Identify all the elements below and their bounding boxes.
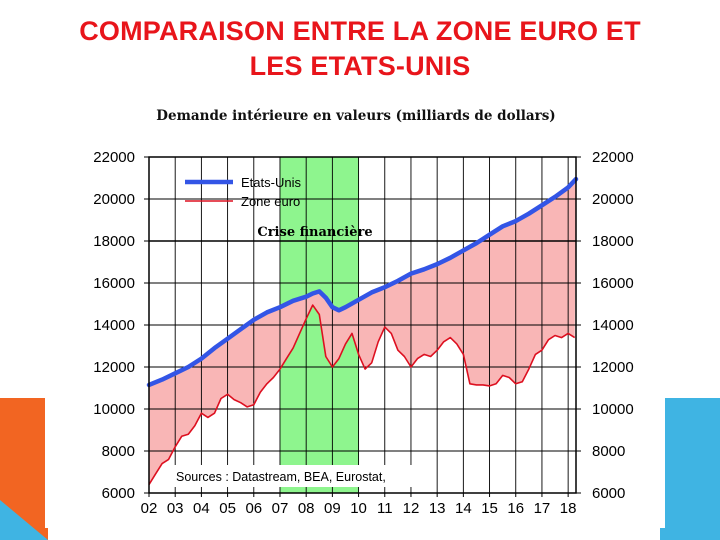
crisis-label: Crise financière <box>257 225 372 240</box>
blue-accent-bar <box>660 398 720 540</box>
x-tick-label: 05 <box>219 500 236 517</box>
x-tick-label: 14 <box>455 500 472 517</box>
gap-fill-area <box>149 179 576 485</box>
x-tick-label: 10 <box>350 500 367 517</box>
y-tick-label-right: 20000 <box>592 191 634 208</box>
chart: Demande intérieure en valeurs (milliards… <box>93 108 633 517</box>
y-tick-label-right: 6000 <box>592 485 625 502</box>
y-tick-label-left: 18000 <box>93 233 135 250</box>
x-tick-label: 11 <box>377 500 393 517</box>
slide-title-line-1: COMPARAISON ENTRE LA ZONE EURO ET <box>79 16 641 46</box>
plot-frame <box>148 156 577 494</box>
legend: Etats-Unis Zone euro <box>185 175 301 209</box>
y-tick-label-left: 22000 <box>93 149 135 166</box>
legend-label-etats-unis: Etats-Unis <box>241 175 301 190</box>
x-tick-label: 04 <box>193 500 210 517</box>
slide-title: COMPARAISON ENTRE LA ZONE EURO ET LES ET… <box>60 14 660 84</box>
x-tick-label: 07 <box>272 500 289 517</box>
y-tick-label-left: 16000 <box>93 275 135 292</box>
y-tick-label-right: 8000 <box>592 443 625 460</box>
series-line-zone-euro <box>148 304 576 486</box>
x-tick-label: 02 <box>141 500 158 517</box>
x-tick-label: 13 <box>429 500 446 517</box>
y-tick-label-right: 16000 <box>592 275 634 292</box>
x-tick-label: 15 <box>481 500 498 517</box>
y-tick-label-right: 10000 <box>592 401 634 418</box>
source-note: Sources : Datastream, BEA, Eurostat, <box>176 470 386 484</box>
chart-title: Demande intérieure en valeurs (milliards… <box>156 108 555 124</box>
x-tick-label: 17 <box>534 500 551 517</box>
y-tick-label-left: 12000 <box>93 359 135 376</box>
series-line-etats-unis <box>146 176 579 388</box>
chart-panel: Demande intérieure en valeurs (milliards… <box>45 98 665 528</box>
y-tick-label-left: 10000 <box>93 401 135 418</box>
x-tick-label: 18 <box>560 500 577 517</box>
grid <box>149 157 576 493</box>
slide-title-line-2: LES ETATS-UNIS <box>249 51 471 81</box>
x-tick-label: 09 <box>324 500 341 517</box>
x-tick-label: 06 <box>245 500 262 517</box>
y-tick-label-right: 14000 <box>592 317 634 334</box>
y-tick-label-left: 14000 <box>93 317 135 334</box>
y-tick-label-right: 18000 <box>592 233 634 250</box>
x-tick-label: 08 <box>298 500 315 517</box>
legend-label-zone-euro: Zone euro <box>241 194 300 209</box>
y-tick-label-right: 12000 <box>592 359 634 376</box>
x-tick-label: 03 <box>167 500 184 517</box>
y-tick-label-right: 22000 <box>592 149 634 166</box>
y-tick-label-left: 8000 <box>102 443 135 460</box>
y-tick-label-left: 20000 <box>93 191 135 208</box>
y-tick-label-left: 6000 <box>102 485 135 502</box>
blue-accent-wedge <box>0 500 48 540</box>
x-tick-label: 12 <box>403 500 420 517</box>
x-tick-label: 16 <box>507 500 524 517</box>
source-box <box>169 465 415 487</box>
axis-ticks: 6000 6000 8000 8000 10000 10000 12000 12000 1400… <box>93 149 633 517</box>
